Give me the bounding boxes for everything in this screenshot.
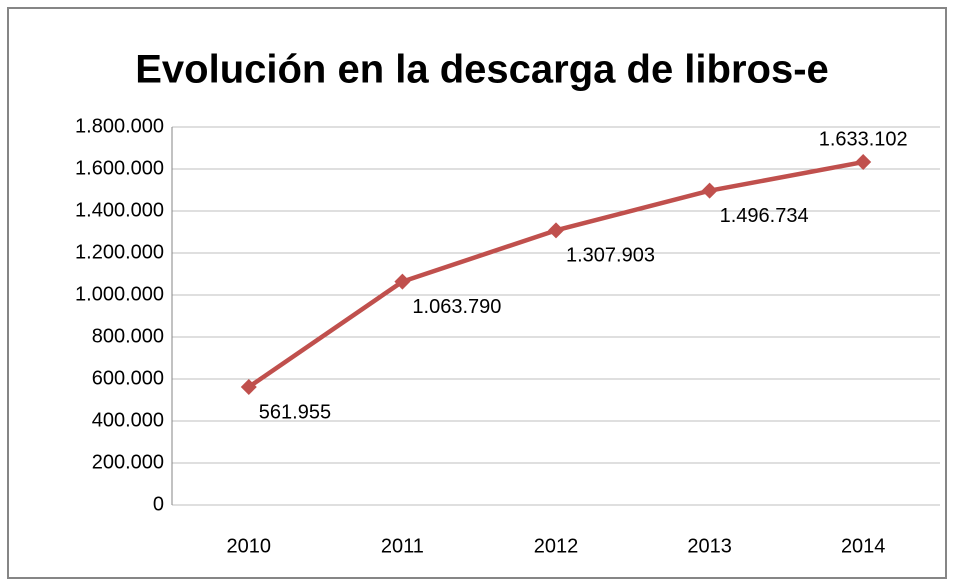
data-label: 1.307.903 (566, 245, 655, 267)
marker (701, 182, 718, 199)
marker (855, 154, 872, 171)
marker (548, 222, 564, 239)
data-label: 561.955 (259, 401, 331, 423)
y-tick-label: 0 (153, 493, 164, 515)
x-tick-label: 2012 (534, 535, 579, 557)
x-tick-label: 2014 (841, 535, 886, 557)
chart-border (7, 7, 947, 579)
x-tick-label: 2011 (381, 535, 424, 557)
y-tick-label: 400.000 (92, 409, 164, 431)
marker (240, 378, 257, 395)
data-label: 1.496.734 (720, 205, 809, 227)
marker (394, 273, 411, 290)
x-tick-label: 2013 (687, 535, 732, 557)
data-label: 1.633.102 (819, 128, 908, 150)
y-tick-label: 1.400.000 (75, 199, 164, 221)
data-label: 1.063.790 (412, 296, 501, 318)
y-tick-label: 800.000 (92, 325, 164, 347)
y-tick-label: 1.800.000 (75, 115, 164, 137)
chart-title: Evolución en la descarga de libros-e (135, 48, 829, 92)
y-tick-label: 1.600.000 (75, 157, 164, 179)
y-tick-label: 1.000.000 (75, 283, 164, 305)
y-tick-label: 200.000 (92, 451, 164, 473)
y-tick-label: 1.200.000 (75, 241, 164, 263)
x-tick-label: 2010 (227, 535, 272, 557)
y-tick-label: 600.000 (92, 367, 164, 389)
